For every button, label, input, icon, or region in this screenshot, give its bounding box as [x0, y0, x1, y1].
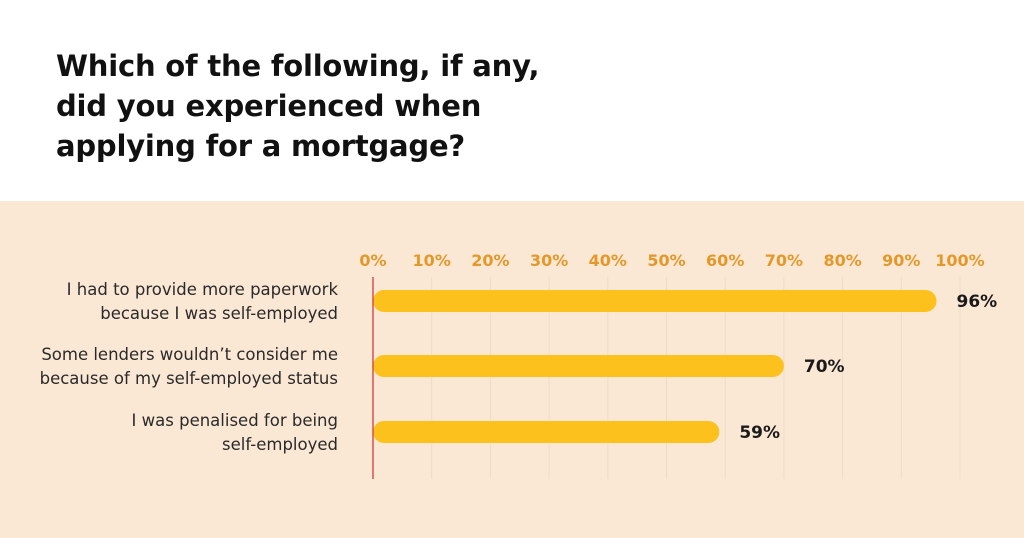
header-area: Which of the following, if any, did you … [0, 0, 1024, 201]
x-tick-label: 90% [882, 251, 920, 270]
category-label: I had to provide more paperwork [67, 280, 339, 299]
x-tick-label: 40% [589, 251, 627, 270]
bar [373, 355, 784, 377]
bar-value-label: 70% [804, 357, 845, 377]
category-label: I was penalised for being [132, 411, 338, 430]
bar-value-label: 96% [957, 292, 998, 312]
x-tick-label: 50% [647, 251, 685, 270]
category-label: because of my self-employed status [40, 369, 338, 388]
chart-title-line: applying for a mortgage? [56, 129, 466, 163]
x-tick-label: 0% [359, 251, 386, 270]
chart-title-line: did you experienced when [56, 89, 482, 123]
chart-title: Which of the following, if any, did you … [56, 46, 616, 166]
x-tick-label: 60% [706, 251, 744, 270]
x-tick-label: 10% [413, 251, 451, 270]
x-tick-label: 100% [935, 251, 984, 270]
category-label: self-employed [222, 435, 338, 454]
x-tick-label: 70% [765, 251, 803, 270]
category-label: Some lenders wouldn’t consider me [41, 345, 338, 364]
category-label: because I was self-employed [100, 304, 338, 323]
x-tick-label: 20% [471, 251, 509, 270]
bar [373, 421, 720, 443]
x-tick-label: 30% [530, 251, 568, 270]
x-tick-label: 80% [823, 251, 861, 270]
bar-value-label: 59% [739, 423, 780, 443]
bar [373, 290, 937, 312]
chart-panel: 0% 10% 20% 30% 40% 50% 60% 70% 80% 90% 100% 96% I ha… [0, 201, 1024, 538]
chart-title-line: Which of the following, if any, [56, 49, 540, 83]
bar-chart: 0% 10% 20% 30% 40% 50% 60% 70% 80% 90% 100% 96% I ha… [40, 251, 998, 479]
